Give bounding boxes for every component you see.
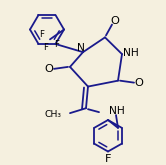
Text: N: N xyxy=(77,43,85,53)
Text: F: F xyxy=(105,154,111,164)
Text: NH: NH xyxy=(123,48,139,58)
Text: F: F xyxy=(54,40,59,49)
Text: F: F xyxy=(40,30,44,39)
Text: O: O xyxy=(111,16,120,26)
Text: O: O xyxy=(44,64,53,74)
Text: CH₃: CH₃ xyxy=(45,110,62,119)
Text: F: F xyxy=(43,43,48,52)
Text: O: O xyxy=(135,78,143,88)
Text: NH: NH xyxy=(109,106,125,116)
